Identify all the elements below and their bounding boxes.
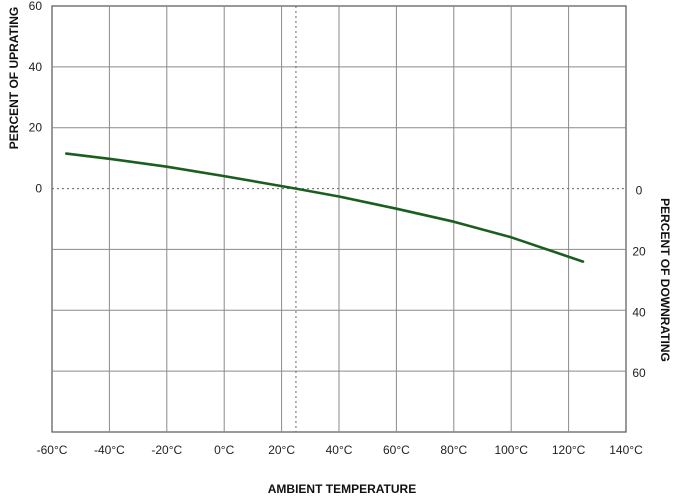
tick-labels: -60°C -40°C -20°C 0°C 20°C 40°C 60°C 80°C 100°C 1… <box>29 0 646 457</box>
x-tick-label: 40°C <box>326 443 353 457</box>
y-left-tick-label: 0 <box>35 182 42 196</box>
y-right-tick-label: 60 <box>632 366 646 380</box>
x-tick-label: 100°C <box>494 443 528 457</box>
y-right-tick-label: 40 <box>632 305 646 319</box>
grid <box>51 5 627 433</box>
y-right-tick-label: 0 <box>636 184 643 198</box>
x-tick-label: -20°C <box>151 443 182 457</box>
y-axis-label-right: PERCENT OF DOWNRATING <box>658 198 672 362</box>
x-tick-label: 60°C <box>383 443 410 457</box>
x-tick-label: 140°C <box>609 443 643 457</box>
x-axis-label: AMBIENT TEMPERATURE <box>268 482 416 496</box>
y-left-tick-label: 20 <box>29 121 43 135</box>
y-left-tick-label: 40 <box>29 60 43 74</box>
x-tick-label: 0°C <box>214 443 234 457</box>
y-axis-label-left: PERCENT OF UPRATING <box>7 7 21 149</box>
x-tick-label: 120°C <box>552 443 586 457</box>
y-right-tick-label: 20 <box>632 244 646 258</box>
x-tick-label: 20°C <box>268 443 295 457</box>
series <box>65 152 585 263</box>
y-left-tick-label: 60 <box>29 0 43 13</box>
reference-lines <box>52 6 626 432</box>
x-tick-label: 80°C <box>440 443 467 457</box>
series-line <box>65 152 585 263</box>
x-tick-label: -60°C <box>37 443 68 457</box>
x-tick-label: -40°C <box>94 443 125 457</box>
